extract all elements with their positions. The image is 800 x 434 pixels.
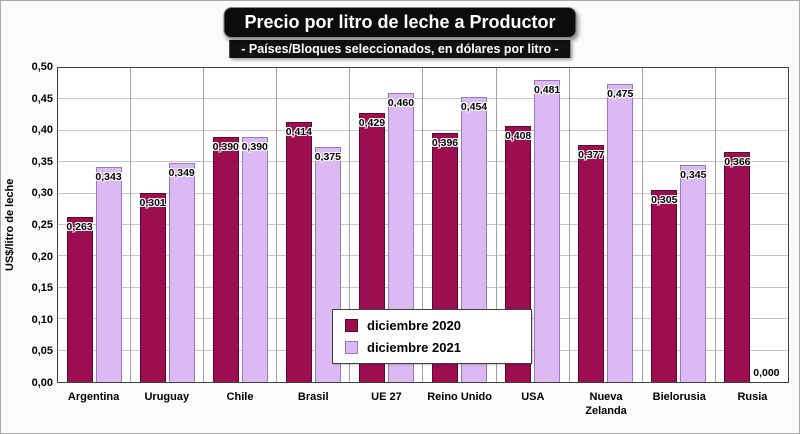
x-category-label: Nueva Zelanda [585, 391, 627, 418]
y-tick-label: 0,20 [31, 250, 53, 263]
y-tick-label: 0,15 [31, 282, 53, 295]
category-column: 0,390 0,390 [204, 68, 278, 382]
x-axis-category-labels: Argentina Uruguay Chile Brasil UE 27 Reino Un… [57, 390, 789, 419]
bar-value-label: 0,343 [95, 170, 122, 183]
bar-diciembre-2020-Rusia: 0,366 [724, 152, 751, 382]
y-tick-label: 0,10 [31, 313, 53, 326]
x-category-label: Brasil [297, 391, 329, 403]
bar-value-label: 0,408 [504, 129, 532, 142]
bar-value-label: 0,460 [387, 97, 415, 110]
bar-value-label: 0,396 [431, 137, 459, 150]
x-category-label: Uruguay [144, 391, 190, 403]
y-tick-label: 0,25 [31, 219, 53, 231]
bar-diciembre-2021-Argentina: 0,343 [95, 166, 122, 382]
x-category-label: UE 27 [371, 391, 402, 403]
legend-label-2021: diciembre 2021 [367, 340, 461, 355]
bar-value-label: 0,390 [241, 141, 268, 154]
category-column: 0,263 0,343 [58, 68, 132, 382]
legend-swatch-2020 [345, 319, 358, 332]
bar-diciembre-2020-Chile: 0,390 [213, 137, 239, 382]
bar-value-label: 0,345 [680, 169, 707, 182]
y-axis-title: US$/litro de leche [4, 178, 16, 272]
bar-value-label: 0,429 [358, 116, 386, 129]
x-category-label: Chile [226, 391, 254, 403]
bar-diciembre-2021-USA: 0,481 [533, 79, 561, 382]
bar-value-label: 0,366 [724, 156, 751, 169]
legend-item-2020: diciembre 2020 [345, 318, 515, 333]
legend-label-2020: diciembre 2020 [367, 318, 461, 333]
bar-diciembre-2020-Bielorusia: 0,305 [651, 190, 677, 382]
bar-value-label: 0,305 [651, 194, 678, 207]
chart-subtitle: - Países/Bloques seleccionados, en dólar… [229, 40, 571, 58]
category-column: 0,305 0,345 [643, 68, 716, 382]
y-tick-label: 0,05 [31, 345, 53, 358]
bar-value-label: 0,481 [533, 83, 561, 96]
x-category-label: USA [521, 391, 545, 403]
bar-value-label: 0,349 [168, 166, 195, 179]
bar-diciembre-2021-Chile: 0,390 [242, 137, 268, 382]
bar-diciembre-2020-Nueva-Zelanda: 0,377 [578, 145, 604, 382]
bar-value-label: 0,454 [460, 100, 488, 113]
bar-diciembre-2020-Uruguay: 0,301 [139, 192, 166, 382]
x-category-label: Bielorusia [652, 391, 706, 403]
y-tick-label: 0,50 [31, 61, 53, 73]
bar-value-label: 0,000 [753, 367, 780, 379]
x-category-label: Rusia [737, 391, 768, 403]
y-tick-label: 0,00 [31, 377, 53, 389]
y-tick-label: 0,35 [31, 155, 53, 168]
bar-value-label: 0,475 [607, 87, 634, 100]
legend: diciembre 2020 diciembre 2021 [332, 309, 532, 364]
x-category-label: Reino Unido [427, 391, 492, 403]
bar-diciembre-2021-Bielorusia: 0,345 [680, 165, 706, 382]
legend-swatch-2021 [345, 341, 358, 354]
bar-value-label: 0,263 [66, 220, 93, 233]
bar-value-label: 0,377 [578, 149, 605, 162]
bar-diciembre-2021-Nueva-Zelanda: 0,475 [607, 83, 634, 382]
category-column: 0,414 0,375 [277, 68, 351, 382]
bar-diciembre-2021-Uruguay: 0,349 [168, 162, 195, 382]
bar-value-label: 0,375 [314, 150, 341, 163]
bar-diciembre-2020-Brasil: 0,414 [286, 122, 312, 382]
bar-value-label: 0,390 [212, 141, 239, 154]
y-axis-tick-labels: 0,00 0,05 0,10 0,15 0,20 0,25 0,30 0,35 0,40 0,45… [19, 61, 53, 389]
bar-value-label: 0,414 [285, 126, 312, 139]
bar-value-label: 0,301 [139, 196, 166, 209]
category-column: 0,366 0,000 [716, 68, 788, 382]
y-tick-label: 0,30 [31, 187, 53, 200]
chart-title: Precio por litro de leche a Productor [223, 7, 577, 38]
y-tick-label: 0,45 [31, 92, 53, 105]
category-column: 0,377 0,475 [570, 68, 643, 382]
bar-diciembre-2020-Argentina: 0,263 [66, 216, 93, 382]
y-tick-label: 0,40 [31, 124, 53, 137]
x-category-label: Argentina [67, 391, 120, 403]
legend-item-2021: diciembre 2021 [345, 340, 515, 355]
category-column: 0,301 0,349 [131, 68, 205, 382]
